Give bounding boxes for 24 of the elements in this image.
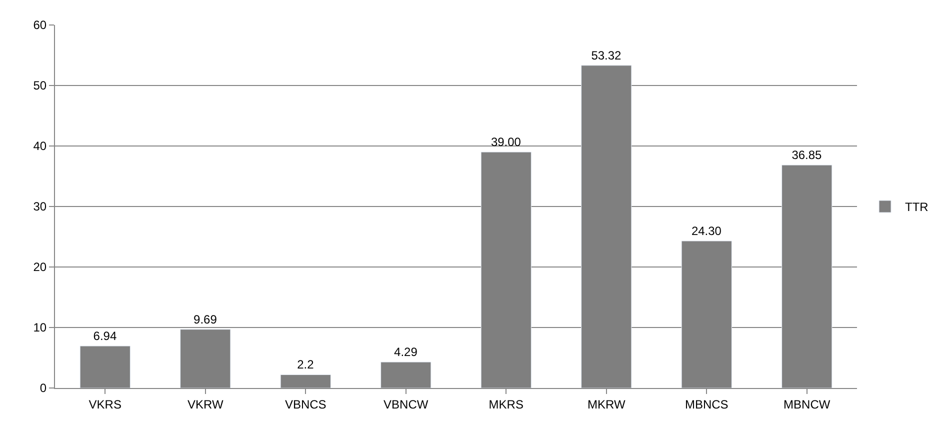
x-tick-label: VKRS [88,397,122,412]
y-tick-label: 0 [40,381,47,396]
x-tick-label: VBNCS [284,397,326,412]
y-tick-label: 40 [33,139,47,154]
data-label: 36.85 [792,148,822,162]
x-tick-label: MKRW [587,397,626,412]
data-label: 4.29 [394,345,418,360]
x-tick-label: VKRW [187,397,224,412]
legend-label: TTR [905,200,929,214]
data-label: 39.00 [490,135,522,150]
data-label: 6.94 [93,329,117,344]
x-tick-label: MKRS [488,397,524,412]
data-label: 2.2 [297,358,314,372]
x-tick-label: MBNCS [684,397,728,412]
y-tick-label: 20 [33,260,47,274]
data-label: 24.30 [691,224,722,238]
data-label: 53.32 [591,48,622,62]
x-tick-label: VBNCW [384,397,429,412]
y-tick-label: 50 [33,78,47,93]
y-tick-label: 10 [33,320,47,335]
y-tick-label: 30 [33,200,47,214]
data-label: 9.69 [194,312,218,326]
y-tick-label: 60 [33,18,47,32]
x-tick-label: MBNCW [784,397,831,412]
